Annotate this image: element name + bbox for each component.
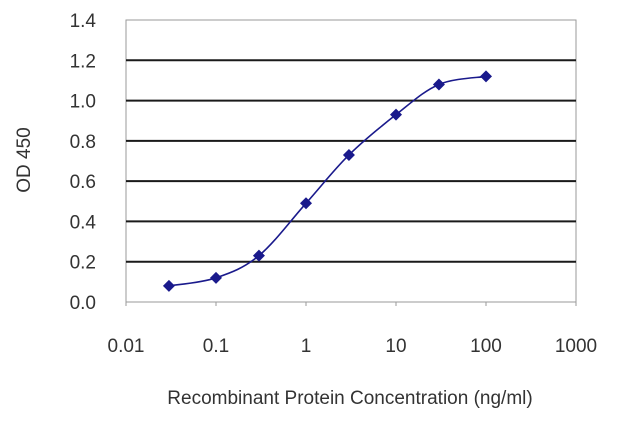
x-axis-title: Recombinant Protein Concentration (ng/ml… <box>167 388 532 409</box>
data-point-marker <box>480 70 492 83</box>
data-series <box>162 70 492 292</box>
y-tick-label: 1.0 <box>70 92 96 113</box>
y-tick-label: 1.2 <box>70 51 96 72</box>
data-point-marker <box>390 108 402 121</box>
data-point-marker <box>162 279 175 292</box>
y-tick-label: 0.4 <box>70 212 97 233</box>
x-tick-label: 100 <box>470 336 502 357</box>
y-tick-label: 0.6 <box>70 172 96 193</box>
y-tick-label: 1.4 <box>70 11 97 32</box>
y-axis: 0.0 0.2 0.4 0.6 0.8 1.0 1.2 1.4 <box>70 11 97 314</box>
data-point-marker <box>300 197 312 210</box>
y-axis-title: OD 450 <box>14 127 35 192</box>
x-axis: 0.01 0.1 1 10 100 1000 <box>108 302 597 357</box>
y-tick-label: 0.2 <box>70 253 96 274</box>
x-tick-label: 10 <box>385 336 406 357</box>
gridlines <box>126 59 576 263</box>
x-tick-label: 0.1 <box>203 336 229 357</box>
y-tick-label: 0.8 <box>70 132 96 153</box>
y-tick-label: 0.0 <box>70 293 96 314</box>
data-point-marker <box>432 78 445 91</box>
data-point-marker <box>342 148 355 161</box>
plot-area <box>125 19 577 303</box>
x-tick-label: 1000 <box>555 336 597 357</box>
x-tick-label: 0.01 <box>108 336 145 357</box>
x-tick-label: 1 <box>301 336 312 357</box>
series-line <box>168 75 487 287</box>
data-point-marker <box>210 271 222 284</box>
data-point-marker <box>252 249 265 262</box>
